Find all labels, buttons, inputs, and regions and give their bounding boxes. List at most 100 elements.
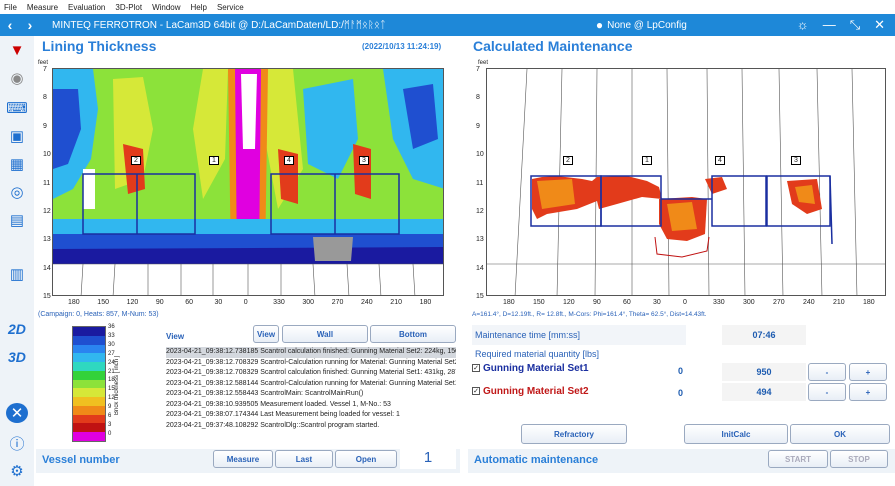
maint-marker-1: 1 <box>642 156 652 165</box>
wall-button[interactable]: Wall <box>282 325 368 343</box>
maintenance-x-tick: 330 <box>713 299 725 306</box>
legend-swatch <box>73 397 105 406</box>
initcalc-button[interactable]: InitCalc <box>684 424 788 444</box>
legend-tick: 9 <box>108 404 112 411</box>
left-toolbar: ▼ ◉ ⌨ ▣ ▦ ◎ ▤ ▥ 2D 3D ✕ ⓘ ⚙ <box>0 36 34 486</box>
info-icon[interactable]: ⓘ <box>9 435 25 453</box>
gear-icon[interactable]: ⚙ <box>10 463 24 480</box>
last-button[interactable]: Last <box>275 450 333 468</box>
lining-x-tick: 270 <box>331 299 344 306</box>
calendar-icon[interactable]: ▤ <box>9 212 25 229</box>
user-info[interactable]: ● None @ LpConfig <box>596 18 687 32</box>
vessel-number-field[interactable]: 1 <box>400 449 456 469</box>
start-button[interactable]: START <box>768 450 828 468</box>
legend-swatch <box>73 423 105 433</box>
lining-footer: (Campaign: 0, Heats: 857, M-Num: 53) <box>38 311 159 318</box>
menu-window[interactable]: Window <box>152 2 181 12</box>
keyboard-icon[interactable]: ⌨ <box>6 100 28 117</box>
minimize-icon[interactable]: — <box>822 17 836 32</box>
refractory-button[interactable]: Refractory <box>521 424 627 444</box>
material-set1-checkbox[interactable]: ✓ <box>472 364 480 372</box>
set2-minus-button[interactable]: - <box>808 383 846 401</box>
chat-icon[interactable]: ▥ <box>9 266 25 283</box>
log-entry: 2023-04-21_09:38:12.588144 Scantrol-Calc… <box>166 379 456 387</box>
layout-icon[interactable]: ▦ <box>9 156 25 173</box>
legend-title: Brick thickness [ inch ] <box>114 355 120 415</box>
lining-y-tick: 9 <box>43 122 47 130</box>
lining-thickness-map[interactable]: 2 1 4 3 <box>52 68 444 296</box>
message-log[interactable]: 2023-04-21_09:38:12.738185 Scantrol calc… <box>164 347 456 443</box>
lining-heatmap <box>53 69 443 295</box>
view-2d-button[interactable]: 2D <box>8 321 26 337</box>
maintenance-y-tick: 14 <box>476 264 484 272</box>
log-entry: 2023-04-21_09:38:10.939505 Measurement l… <box>166 400 391 408</box>
restore-icon[interactable]: ⤡ <box>849 17 861 32</box>
lining-x-tick: 180 <box>419 299 432 306</box>
log-entry: 2023-04-21_09:38:12.708329 Scantrol calc… <box>166 369 456 376</box>
automatic-maintenance-label: Automatic maintenance <box>474 454 599 466</box>
lining-x-tick: 90 <box>155 299 164 306</box>
legend-tick: 27 <box>108 350 115 357</box>
maintenance-y-tick: 8 <box>476 94 480 102</box>
lining-x-tick: 240 <box>361 299 373 306</box>
legend-tick: 18 <box>108 377 115 384</box>
time-row <box>472 325 686 345</box>
measure-button[interactable]: Measure <box>213 450 273 468</box>
marker-1: 1 <box>209 156 219 165</box>
view-button[interactable]: View <box>253 325 279 343</box>
forward-arrow-icon[interactable]: › <box>27 17 33 33</box>
lining-x-tick: 60 <box>185 299 193 306</box>
set1-plus-button[interactable]: + <box>849 363 887 381</box>
log-entry: 2023-04-21_09:37:48.108292 ScantrolDlg::… <box>166 421 380 429</box>
maintenance-x-tick: 0 <box>683 299 687 306</box>
maintenance-footer: A=161.4°, D=12.19ft., R= 12.8ft., M-Cors… <box>472 311 707 318</box>
set2-plus-button[interactable]: + <box>849 383 887 401</box>
view-3d-button[interactable]: 3D <box>8 349 26 365</box>
menu-help[interactable]: Help <box>190 2 207 12</box>
maint-marker-2: 2 <box>563 156 573 165</box>
maintenance-y-tick: 10 <box>476 151 484 159</box>
maintenance-map[interactable]: 2 1 4 3 <box>486 68 886 296</box>
back-arrow-icon[interactable]: ‹ <box>7 17 13 33</box>
eye-icon[interactable]: ◎ <box>10 184 24 201</box>
user-label: None @ LpConfig <box>607 19 687 31</box>
material-set2-checkbox[interactable]: ✓ <box>472 387 480 395</box>
lining-y-tick: 11 <box>43 179 51 187</box>
cancel-icon[interactable]: ✕ <box>6 403 28 423</box>
maintenance-y-tick: 15 <box>476 293 484 301</box>
lining-x-tick: 210 <box>390 299 402 306</box>
maintenance-x-tick: 210 <box>833 299 845 306</box>
lining-x-tick: 180 <box>68 299 80 306</box>
legend-swatch <box>73 432 105 441</box>
material-set2-count: 0 <box>678 388 684 398</box>
menu-service[interactable]: Service <box>216 2 244 12</box>
scanner-icon[interactable]: ◉ <box>10 70 24 87</box>
logo-icon: ▼ <box>9 41 25 59</box>
lining-x-tick: 300 <box>302 299 315 306</box>
menu-measure[interactable]: Measure <box>26 2 59 12</box>
maintenance-y-unit: feet <box>478 60 489 66</box>
maintenance-y-tick: 12 <box>476 208 484 215</box>
close-icon[interactable]: ✕ <box>874 17 885 32</box>
maintenance-x-tick: 180 <box>503 299 515 306</box>
set1-minus-button[interactable]: - <box>808 363 846 381</box>
material-quantity-label: Required material quantity [lbs] <box>475 349 600 359</box>
lining-title: Lining Thickness <box>42 38 157 54</box>
maintenance-title: Calculated Maintenance <box>473 38 633 54</box>
legend-tick: 15 <box>108 386 115 393</box>
legend-tick: 30 <box>108 341 115 348</box>
stop-button[interactable]: STOP <box>830 450 888 468</box>
legend-swatch <box>73 370 105 380</box>
settings-sun-icon[interactable]: ☼ <box>796 17 809 32</box>
maintenance-x-tick: 240 <box>803 299 815 306</box>
marker-2: 2 <box>131 156 141 165</box>
menu-3d-plot[interactable]: 3D-Plot <box>115 2 143 12</box>
ok-button[interactable]: OK <box>790 424 890 444</box>
menu-evaluation[interactable]: Evaluation <box>68 2 106 12</box>
maintenance-x-tick: 90 <box>593 299 601 306</box>
menu-file[interactable]: File <box>4 2 17 12</box>
vessel-icon[interactable]: ▣ <box>9 128 25 145</box>
bottom-button[interactable]: Bottom <box>370 325 456 343</box>
maintenance-time-label: Maintenance time [mm:ss] <box>475 330 581 340</box>
open-button[interactable]: Open <box>335 450 397 468</box>
